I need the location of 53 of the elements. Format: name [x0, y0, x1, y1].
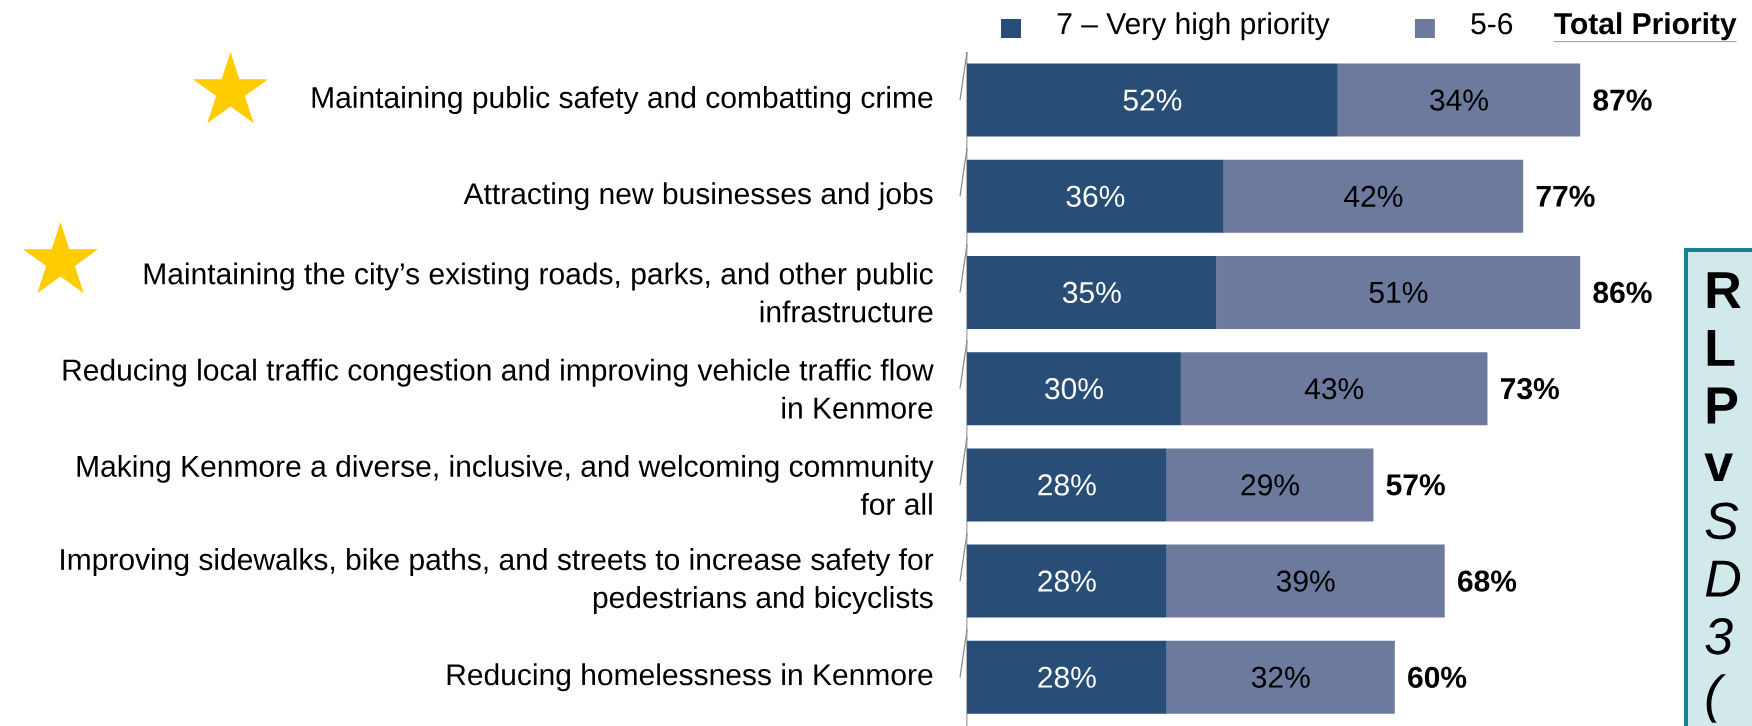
total-label: 60%	[1408, 666, 1467, 688]
text: P	[1707, 387, 1738, 424]
text: L	[1707, 329, 1735, 366]
data-label: 52%	[1123, 89, 1182, 111]
data-label: 32%	[1251, 666, 1310, 688]
bar	[967, 544, 1167, 618]
bar	[1166, 640, 1395, 714]
y-tick-label: Reducing homelessness in Kenmore	[447, 663, 933, 692]
total-label: 68%	[1458, 570, 1517, 592]
y-tick-label: Attracting new businesses and jobs	[463, 182, 933, 211]
y-tick-label: Maintaining the city’s existing roads, parks, and other public infrastructure	[144, 262, 933, 323]
data-label: 34%	[1430, 89, 1488, 111]
text: R	[1707, 272, 1741, 308]
data-label: 36%	[1066, 185, 1125, 207]
text: v	[1704, 453, 1733, 482]
data-label: 30%	[1045, 378, 1103, 400]
y-tick-label: Reducing local traffic congestion and improving vehicle traffic flow in Kenmore	[63, 358, 934, 419]
bar	[1180, 352, 1488, 426]
text: S	[1705, 502, 1739, 540]
total-label: 57%	[1386, 474, 1445, 496]
total-label: 87%	[1593, 89, 1652, 111]
y-tick-label: Maintaining public safety and combatting crime	[312, 86, 933, 115]
legend-label: 7 – Very high priority	[1057, 12, 1330, 41]
text: D	[1705, 560, 1741, 597]
bar	[967, 159, 1224, 233]
data-label: 28%	[1038, 666, 1096, 688]
data-label: 28%	[1038, 474, 1096, 496]
y-tick-label: Improving sidewalks, bike paths, and streets to increase safety for pedestrians and bicyclists	[61, 548, 934, 615]
total-label: 73%	[1500, 378, 1559, 400]
bar	[967, 352, 1181, 426]
bar	[967, 256, 1217, 329]
total-label: 77%	[1536, 185, 1595, 207]
text: (	[1706, 674, 1726, 723]
legend-label: 5-6	[1471, 13, 1513, 35]
bar	[1166, 448, 1374, 522]
bar	[967, 640, 1167, 714]
data-label: 43%	[1304, 378, 1364, 400]
data-label: 42%	[1344, 185, 1403, 207]
bar	[967, 63, 1338, 137]
data-label: 39%	[1276, 570, 1335, 592]
bar	[1337, 63, 1581, 137]
data-label: 29%	[1241, 474, 1299, 496]
data-label: 51%	[1369, 281, 1428, 304]
text: Total Priority	[1554, 12, 1737, 41]
bar	[1223, 159, 1524, 233]
bar	[967, 448, 1167, 522]
bar	[1216, 256, 1581, 329]
data-label: 35%	[1062, 281, 1121, 304]
total-label: 86%	[1593, 281, 1652, 304]
data-label: 28%	[1038, 570, 1096, 592]
text: 3	[1705, 617, 1733, 655]
bar	[1166, 544, 1445, 618]
y-tick-label: Making Kenmore a diverse, inclusive, and welcoming community for all	[77, 454, 934, 515]
